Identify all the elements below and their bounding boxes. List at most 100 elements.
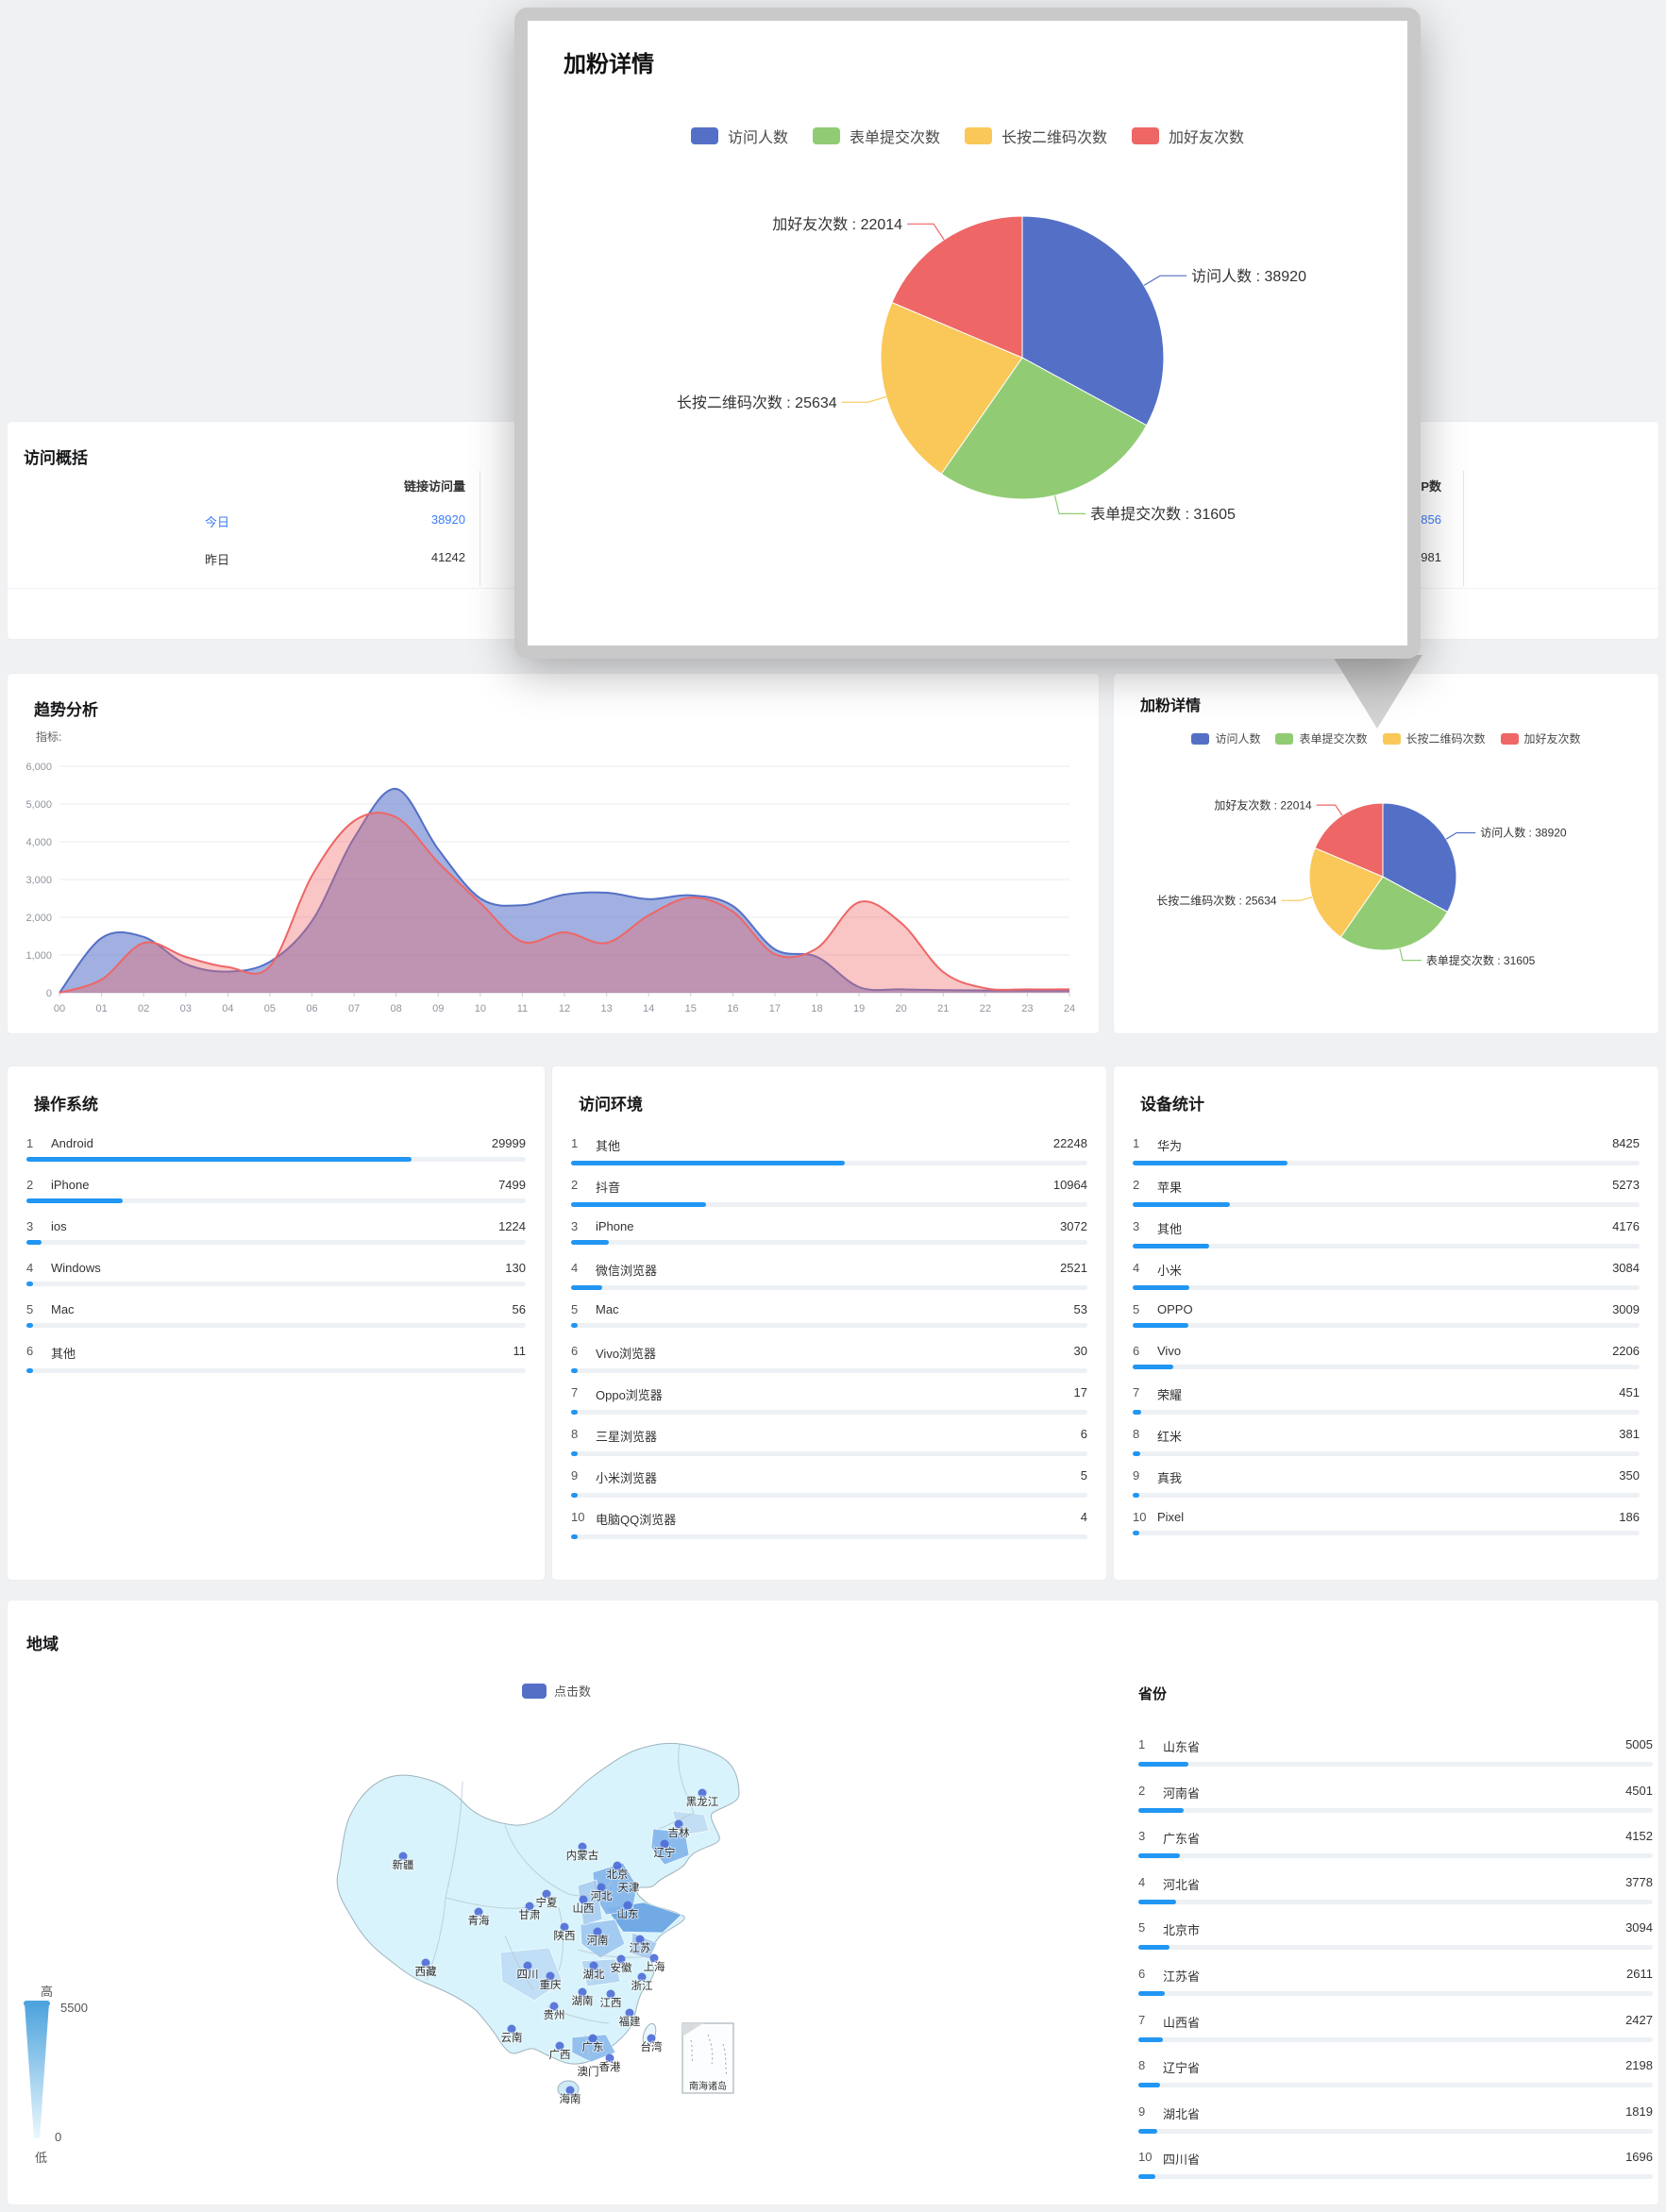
map-province-region[interactable]: [577, 1879, 603, 1926]
map-province-label[interactable]: 福建: [618, 2014, 642, 2029]
map-province-region[interactable]: [580, 1919, 626, 1959]
map-province-label[interactable]: 台湾: [640, 2039, 664, 2054]
map-province-label[interactable]: 香港: [598, 2060, 622, 2074]
rank-label: 江苏省: [1163, 1969, 1201, 1984]
rank-label: 苹果: [1157, 1181, 1183, 1195]
map-province-dot: [698, 1788, 707, 1798]
map-province-label[interactable]: 湖北: [582, 1967, 606, 1982]
map-province-label[interactable]: 青海: [467, 1913, 491, 1928]
map-province-label[interactable]: 河北: [590, 1889, 614, 1903]
map-province-label[interactable]: 浙江: [631, 1979, 654, 1993]
legend-item[interactable]: 访问人数: [1191, 730, 1260, 746]
pie-slice[interactable]: [1314, 802, 1384, 878]
rank-bar-fill: [26, 1198, 124, 1203]
rank-number: 5: [26, 1302, 34, 1316]
rank-bar-track: [571, 1368, 1087, 1373]
china-map[interactable]: 南海诸岛 黑龙江 吉林 辽宁 内蒙古 北京 天津 河北 山西 山东 河南 江苏 上海 安徽 浙江 湖北 陕西 宁夏…: [311, 1723, 755, 2186]
map-province-label[interactable]: 吉林: [667, 1825, 691, 1840]
pie-slice[interactable]: [880, 301, 1023, 475]
map-province-dot: [474, 1907, 483, 1917]
map-province-label[interactable]: 湖南: [571, 1993, 595, 2008]
trend-area-chart[interactable]: 0 1,000 2,000 3,000 4,000 5,000 6,000 00 01 02 03 0…: [8, 755, 1099, 1033]
legend-item[interactable]: 访问人数: [690, 125, 788, 147]
visualmap-gradient-bar[interactable]: [21, 1999, 53, 2142]
map-province-dot: [560, 1922, 569, 1932]
rank-bar-fill: [1133, 1365, 1173, 1369]
map-legend-item[interactable]: 点击数: [522, 1682, 591, 1700]
rank-item: 5 Mac 56: [26, 1302, 526, 1328]
popup-pie-chart[interactable]: 访问人数 : 38920 表单提交次数 : 31605 长按二维码次数 : 2563…: [528, 21, 1407, 645]
map-province-label[interactable]: 山东: [616, 1907, 640, 1921]
rank-bar-track: [571, 1285, 1087, 1290]
map-province-label[interactable]: 广东: [581, 2040, 605, 2054]
map-province-label[interactable]: 云南: [500, 2030, 524, 2045]
map-province-label[interactable]: 澳门: [577, 2064, 600, 2079]
map-province-label[interactable]: 宁夏: [535, 1895, 559, 1910]
legend-item[interactable]: 表单提交次数: [812, 125, 940, 147]
map-province-label[interactable]: 山西: [572, 1902, 596, 1916]
rank-label: 荣耀: [1157, 1388, 1183, 1402]
row-label-today[interactable]: 今日: [204, 515, 229, 529]
row-label-yesterday[interactable]: 昨日: [204, 553, 229, 567]
rank-value: 5273: [1612, 1178, 1640, 1192]
map-province-label[interactable]: 安徽: [610, 1960, 633, 1975]
map-province-dot: [588, 2034, 597, 2043]
rank-bar-track: [571, 1410, 1087, 1415]
rank-number: 5: [571, 1302, 579, 1316]
map-province-dot: [606, 1989, 615, 1999]
map-province-label[interactable]: 上海: [643, 1959, 666, 1974]
pie-slice[interactable]: [891, 215, 1023, 359]
pie-label-line: [1053, 494, 1086, 515]
map-province-label[interactable]: 天津: [617, 1881, 641, 1895]
rank-item: 5 Mac 53: [571, 1302, 1087, 1328]
legend-item[interactable]: 加好友次数: [1500, 730, 1581, 746]
map-province-region[interactable]: [571, 2034, 616, 2063]
map-province-label[interactable]: 西藏: [414, 1965, 438, 1979]
map-province-label[interactable]: 北京: [606, 1867, 630, 1882]
map-province-label[interactable]: 新疆: [392, 1857, 415, 1872]
map-province-label[interactable]: 河南: [586, 1933, 610, 1948]
x-axis-tick-label: 05: [264, 1003, 276, 1014]
map-province-label[interactable]: 辽宁: [653, 1845, 677, 1860]
map-province-label[interactable]: 甘肃: [518, 1908, 542, 1922]
region-card: 地域 点击数 高 5500 0 低 南海诸岛 黑龙江 吉林 辽宁 内蒙古 北京 天津 河北 山西…: [8, 1600, 1658, 2204]
y-axis-tick-label: 2,000: [25, 913, 52, 924]
map-province-label[interactable]: 四川: [516, 1968, 540, 1982]
map-province-dot: [593, 1927, 602, 1936]
pie-label: 访问人数 : 38920: [1480, 826, 1567, 840]
pie-slice[interactable]: [940, 357, 1148, 500]
x-axis-tick-label: 23: [1021, 1003, 1033, 1014]
rank-number: 1: [26, 1136, 34, 1150]
map-province-dot: [589, 1961, 598, 1970]
map-province-label[interactable]: 江西: [599, 1996, 623, 2010]
fans-pie-chart[interactable]: 访问人数 : 38920 表单提交次数 : 31605 长按二维码次数 : 2563…: [1114, 674, 1658, 1033]
rank-bar-track: [571, 1240, 1087, 1245]
map-province-label[interactable]: 江苏: [629, 1941, 652, 1955]
map-province-label[interactable]: 内蒙古: [565, 1848, 600, 1863]
map-province-label[interactable]: 贵州: [543, 2008, 566, 2022]
x-axis-tick-label: 01: [95, 1003, 107, 1014]
legend-item[interactable]: 长按二维码次数: [1382, 730, 1486, 746]
rank-bar-fill: [1138, 1945, 1170, 1951]
legend-item[interactable]: 加好友次数: [1132, 125, 1244, 147]
map-province-label[interactable]: 广西: [548, 2048, 572, 2062]
map-province-dot: [523, 1961, 532, 1970]
map-province-label[interactable]: 海南: [559, 2091, 582, 2106]
map-province-label[interactable]: 黑龙江: [685, 1795, 720, 1809]
rank-bar-fill: [571, 1240, 609, 1245]
area-series-fill: [59, 788, 1069, 993]
legend-item[interactable]: 表单提交次数: [1275, 730, 1368, 746]
map-province-region[interactable]: [499, 1947, 564, 2002]
pie-slice[interactable]: [1021, 215, 1165, 427]
map-province-border: [658, 1812, 695, 1830]
map-province-label[interactable]: 重庆: [539, 1977, 563, 1992]
rank-item: 1 其他 22248: [571, 1136, 1087, 1165]
pie-slice[interactable]: [1308, 846, 1384, 938]
rank-bar-track: [571, 1323, 1087, 1328]
map-province-label[interactable]: 陕西: [553, 1928, 577, 1943]
map-province-border: [584, 2034, 591, 2062]
map-landmass[interactable]: [336, 1742, 740, 2065]
legend-item[interactable]: 长按二维码次数: [965, 125, 1107, 147]
pie-slice[interactable]: [1382, 802, 1457, 913]
